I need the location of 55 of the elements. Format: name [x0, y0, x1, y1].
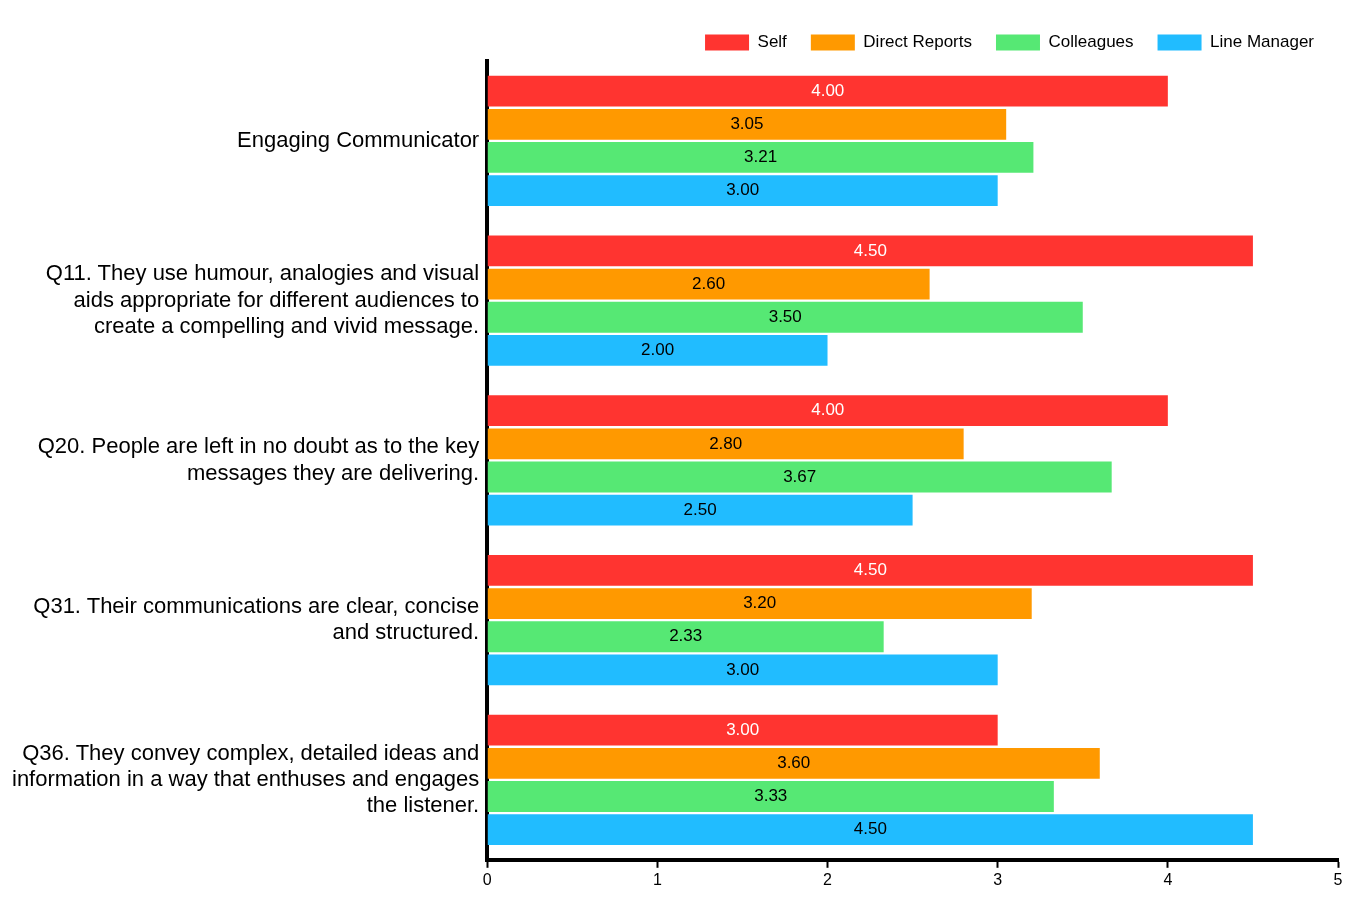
x-tick-label: 0 [482, 870, 492, 888]
legend-label: Colleagues [1048, 32, 1134, 52]
y-tick-label: Q31. Their communications are clear, concise and structured. [33, 593, 480, 645]
legend-label: Line Manager [1210, 32, 1315, 52]
bar [487, 175, 998, 207]
data-label: 4.00 [811, 80, 845, 100]
y-tick-label: Engaging Communicator [237, 126, 480, 152]
x-tick-label: 5 [1333, 870, 1343, 888]
data-label: 2.33 [669, 626, 703, 646]
bar [487, 395, 1168, 427]
legend-label: Direct Reports [863, 32, 972, 52]
data-label: 3.60 [777, 753, 811, 773]
data-label: 4.50 [853, 240, 887, 260]
bar [487, 621, 884, 653]
bar [487, 588, 1032, 619]
bar [487, 334, 828, 366]
data-label: 3.05 [730, 113, 764, 133]
bar [487, 714, 998, 746]
bar [487, 654, 998, 686]
y-tick-label: Q20. People are left in no doubt as to the key messages they are delivering. [37, 433, 480, 485]
x-tick-label: 1 [652, 870, 662, 888]
data-label: 3.00 [726, 180, 760, 200]
legend-label: Self [757, 32, 788, 52]
data-label: 2.50 [683, 499, 717, 519]
x-tick-label: 2 [823, 870, 833, 888]
bar [487, 301, 1083, 333]
y-tick-label: Q36. They convey complex, detailed ideas and information in a way that enthuses and engages the listener. [12, 739, 480, 818]
data-label: 2.60 [692, 273, 726, 293]
bar [487, 142, 1034, 173]
data-label: 2.80 [709, 433, 743, 453]
bar [487, 555, 1253, 586]
bar [487, 747, 1100, 779]
bar [487, 235, 1253, 267]
data-label: 4.50 [853, 560, 887, 580]
bar [487, 428, 964, 460]
x-tick-label: 4 [1163, 870, 1173, 888]
bar [487, 108, 1007, 140]
bar [487, 268, 930, 300]
bar [487, 814, 1253, 846]
data-label: 3.33 [754, 786, 788, 806]
data-label: 2.00 [641, 340, 675, 360]
data-label: 3.00 [726, 719, 760, 739]
data-label: 3.20 [743, 593, 777, 613]
bar [487, 75, 1168, 107]
data-label: 4.00 [811, 400, 845, 420]
bar [487, 461, 1112, 493]
data-label: 4.50 [853, 819, 887, 839]
bar [487, 781, 1054, 812]
data-label: 3.00 [726, 659, 760, 679]
data-label: 3.50 [768, 306, 802, 326]
x-tick-label: 3 [993, 870, 1003, 888]
data-label: 3.67 [783, 466, 817, 486]
bar [487, 494, 913, 526]
data-label: 3.21 [744, 147, 778, 167]
y-tick-label: Q11. They use humour, analogies and visual aids appropriate for different audiences to create a compelling and vivid message. [45, 260, 480, 339]
